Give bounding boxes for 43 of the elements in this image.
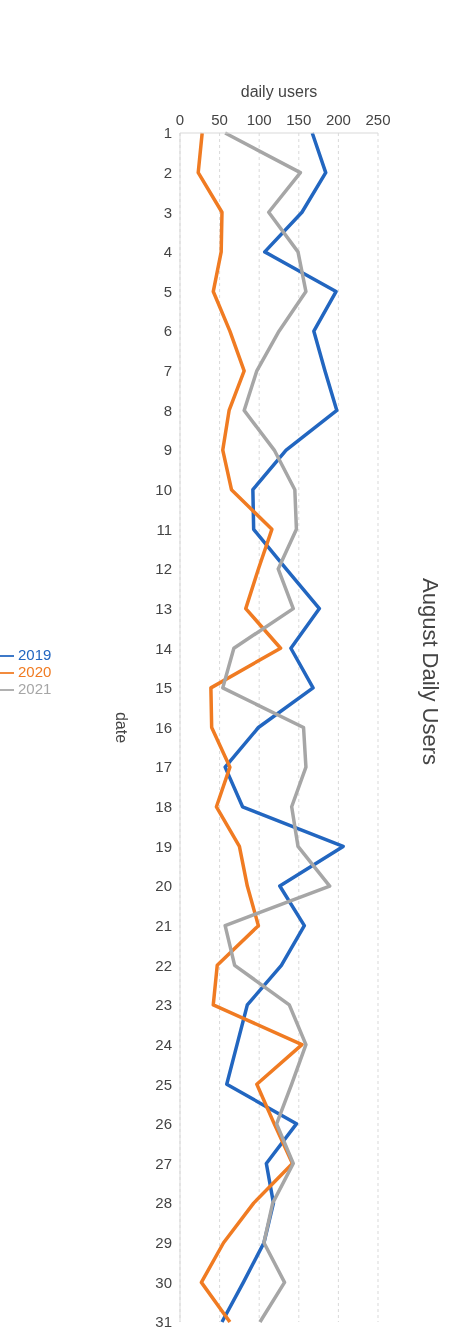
y-tick-label: 25 (155, 1075, 172, 1093)
y-tick-label: 26 (155, 1115, 172, 1133)
y-tick-label: 28 (155, 1194, 172, 1212)
x-tick-label: 100 (246, 111, 272, 128)
x-tick-label: 0 (175, 111, 185, 128)
y-tick-label: 6 (163, 322, 172, 340)
y-tick-label: 13 (155, 599, 172, 617)
x-tick-label: 50 (211, 111, 228, 128)
y-tick-label: 15 (155, 679, 172, 697)
y-tick-label: 7 (163, 362, 172, 380)
legend-label: 2019 (18, 645, 52, 663)
x-tick-label: 250 (365, 111, 391, 128)
y-tick-label: 27 (155, 1154, 172, 1172)
y-axis-title: date (113, 711, 131, 744)
y-tick-label: 24 (155, 1035, 172, 1053)
y-tick-label: 22 (155, 956, 172, 974)
y-tick-label: 30 (155, 1273, 172, 1291)
y-tick-label: 21 (155, 916, 172, 934)
y-tick-label: 18 (155, 798, 172, 816)
x-tick-label: 150 (286, 111, 312, 128)
y-tick-label: 17 (155, 758, 172, 776)
y-tick-label: 10 (155, 481, 172, 499)
y-tick-label: 3 (163, 203, 172, 221)
x-tick-label: 200 (325, 111, 351, 128)
legend-label: 2021 (18, 680, 52, 698)
y-tick-label: 23 (155, 996, 172, 1014)
y-tick-label: 4 (163, 243, 172, 261)
y-tick-label: 2 (163, 163, 172, 181)
y-tick-label: 1 (163, 124, 172, 142)
y-tick-label: 8 (163, 401, 172, 419)
y-tick-label: 20 (155, 877, 172, 895)
y-tick-label: 29 (155, 1234, 172, 1252)
y-tick-label: 16 (155, 718, 172, 736)
y-tick-label: 5 (163, 282, 172, 300)
x-axis-title: daily users (240, 83, 318, 101)
y-tick-label: 11 (156, 520, 172, 538)
y-tick-label: 14 (155, 639, 172, 657)
y-tick-label: 31 (155, 1313, 172, 1331)
y-tick-label: 12 (155, 560, 172, 578)
legend-label: 2020 (18, 662, 52, 680)
y-tick-label: 9 (163, 441, 172, 459)
y-tick-label: 19 (155, 837, 172, 855)
text: August Daily Users (417, 577, 443, 766)
